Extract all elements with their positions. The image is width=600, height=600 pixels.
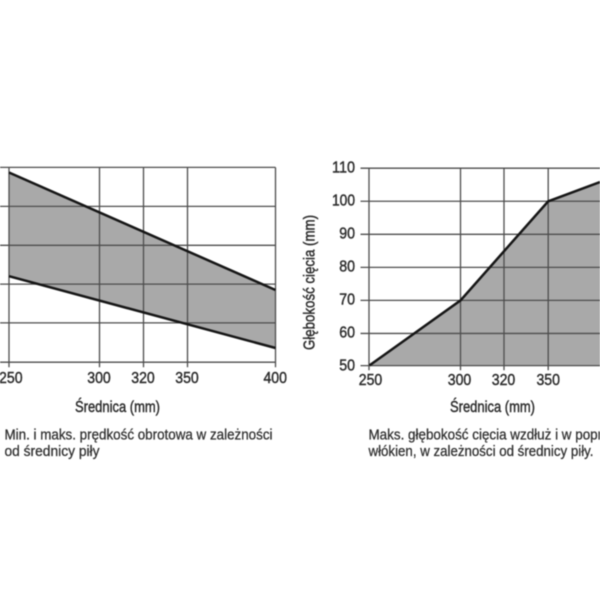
svg-text:60: 60 [339, 325, 355, 342]
svg-text:Średnica (mm): Średnica (mm) [75, 398, 160, 416]
svg-text:350: 350 [536, 372, 560, 389]
svg-text:80: 80 [339, 258, 355, 275]
svg-text:250: 250 [359, 372, 383, 389]
svg-text:włókien, w zależności od średn: włókien, w zależności od średnicy piły. [368, 444, 594, 460]
svg-text:300: 300 [448, 372, 472, 389]
svg-text:110: 110 [332, 159, 355, 176]
svg-text:100: 100 [332, 192, 355, 209]
svg-text:350: 350 [175, 370, 199, 387]
svg-text:Głębokość cięcia (mm): Głębokość cięcia (mm) [302, 215, 319, 350]
svg-text:90: 90 [339, 225, 355, 242]
svg-text:300: 300 [87, 370, 111, 387]
svg-text:Średnica (mm): Średnica (mm) [450, 398, 535, 416]
svg-text:od średnicy piły: od średnicy piły [5, 444, 101, 460]
svg-text:320: 320 [492, 372, 516, 389]
svg-text:70: 70 [339, 292, 355, 309]
svg-text:400: 400 [263, 370, 287, 387]
svg-text:320: 320 [131, 370, 155, 387]
svg-text:Maks. głębokość cięcia wzdłuż: Maks. głębokość cięcia wzdłuż i w poprze… [369, 428, 600, 444]
svg-text:50: 50 [339, 358, 355, 375]
svg-text:250: 250 [0, 370, 23, 387]
svg-text:Min. i maks. prędkość obrotowa: Min. i maks. prędkość obrotowa w zależno… [5, 428, 273, 444]
